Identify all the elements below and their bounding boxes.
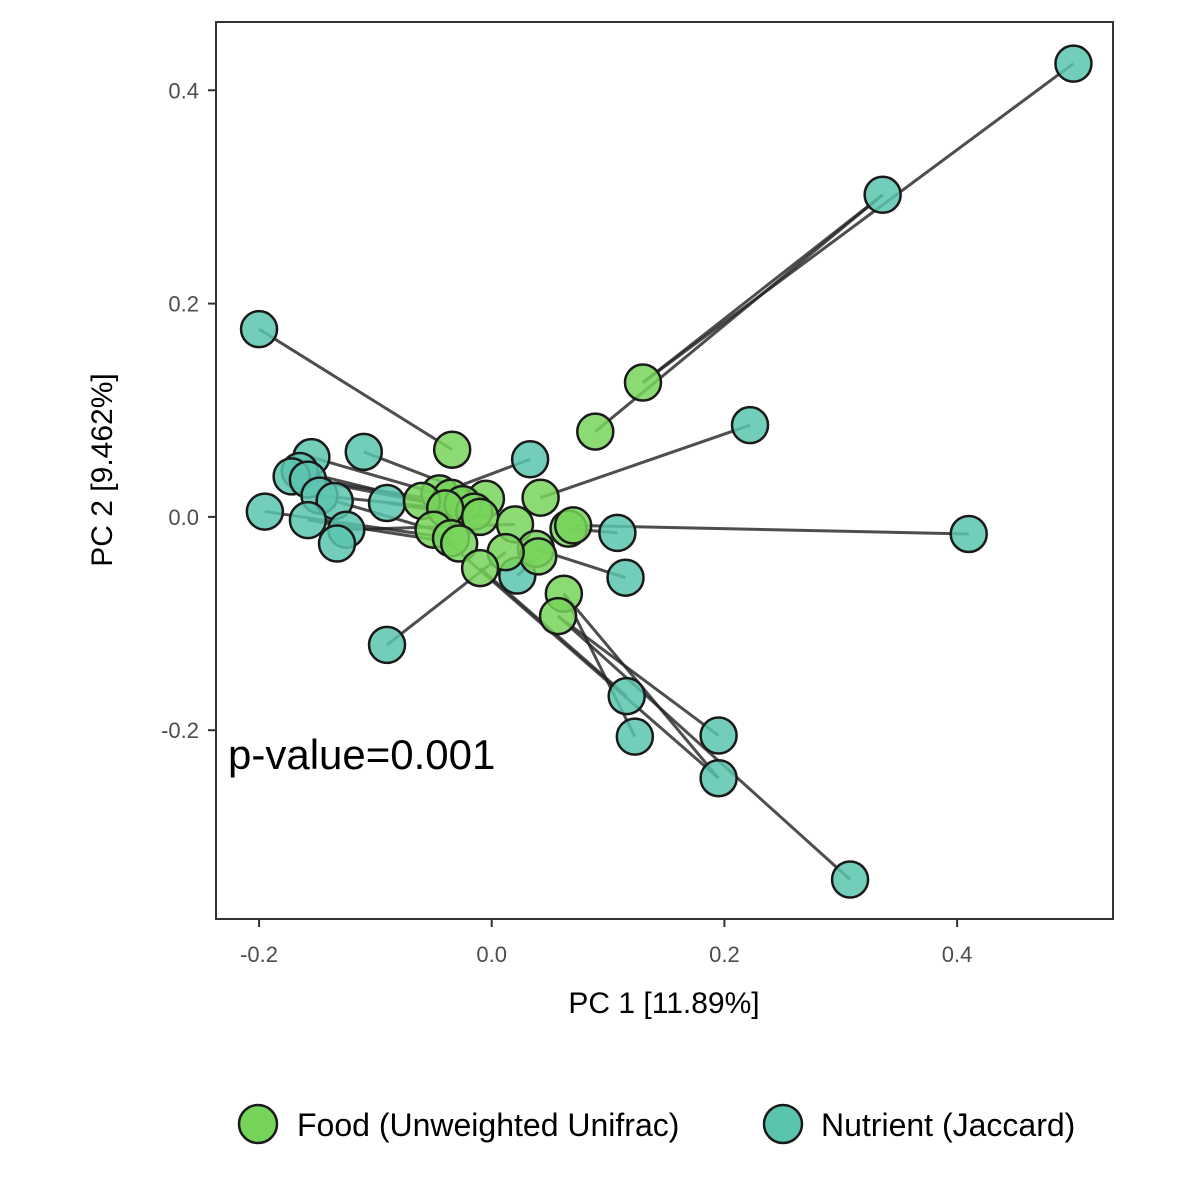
legend-key-food — [237, 1103, 279, 1145]
nutrient-point — [730, 405, 770, 445]
connector-line — [540, 423, 751, 500]
nutrient-point — [598, 513, 637, 553]
plot-panel — [215, 21, 1114, 920]
x-tick-label: 0.2 — [709, 942, 740, 967]
y-tick-label: 0.0 — [168, 505, 199, 530]
nutrient-point — [606, 558, 645, 597]
y-tick-label: 0.4 — [168, 78, 199, 103]
food-point — [432, 430, 472, 469]
food-point — [439, 524, 479, 563]
food-point — [519, 537, 558, 576]
nutrient-point — [245, 492, 285, 531]
food-point — [623, 363, 663, 402]
x-tick-label: 0.0 — [476, 942, 507, 967]
food-point — [553, 506, 593, 545]
nutrient-point — [607, 676, 646, 716]
connector-line — [258, 327, 453, 451]
nutrient-point — [367, 483, 407, 523]
nutrient-point — [510, 440, 550, 479]
nutrient-point — [830, 860, 870, 899]
legend-key-nutrient — [762, 1103, 804, 1145]
y-tick-label: 0.2 — [168, 292, 199, 317]
y-axis: -0.2 0.0 0.2 0.4 — [161, 78, 216, 743]
nutrient-point — [699, 758, 738, 798]
x-axis: -0.2 0.0 0.2 0.4 — [240, 919, 972, 967]
food-point — [460, 548, 500, 588]
legend-label-nutrient: Nutrient (Jaccard) — [821, 1107, 1075, 1143]
nutrient-point — [863, 175, 902, 215]
nutrient-point — [317, 524, 357, 563]
nutrient-point — [949, 514, 988, 554]
nutrient-point — [699, 716, 738, 755]
nutrient-point — [615, 717, 655, 756]
y-axis-title: PC 2 [9.462%] — [86, 373, 119, 566]
data-points — [239, 44, 1093, 899]
nutrient-point — [239, 309, 279, 349]
food-point — [576, 412, 615, 451]
food-point — [521, 478, 560, 517]
x-tick-label: 0.4 — [942, 942, 973, 967]
nutrient-point — [367, 625, 407, 665]
y-tick-label: -0.2 — [161, 718, 199, 743]
p-value-annotation: p-value=0.001 — [228, 731, 495, 778]
connector-line — [642, 62, 1075, 384]
x-tick-label: -0.2 — [240, 942, 278, 967]
nutrient-point — [288, 500, 328, 540]
nutrient-point — [344, 432, 384, 472]
legend-label-food: Food (Unweighted Unifrac) — [297, 1107, 679, 1143]
connector-line — [573, 523, 969, 536]
legend: Food (Unweighted Unifrac) Nutrient (Jacc… — [237, 1103, 1075, 1145]
nutrient-point — [1054, 44, 1093, 83]
food-point — [538, 596, 578, 636]
x-axis-title: PC 1 [11.89%] — [568, 987, 759, 1020]
connector-line — [557, 614, 720, 737]
